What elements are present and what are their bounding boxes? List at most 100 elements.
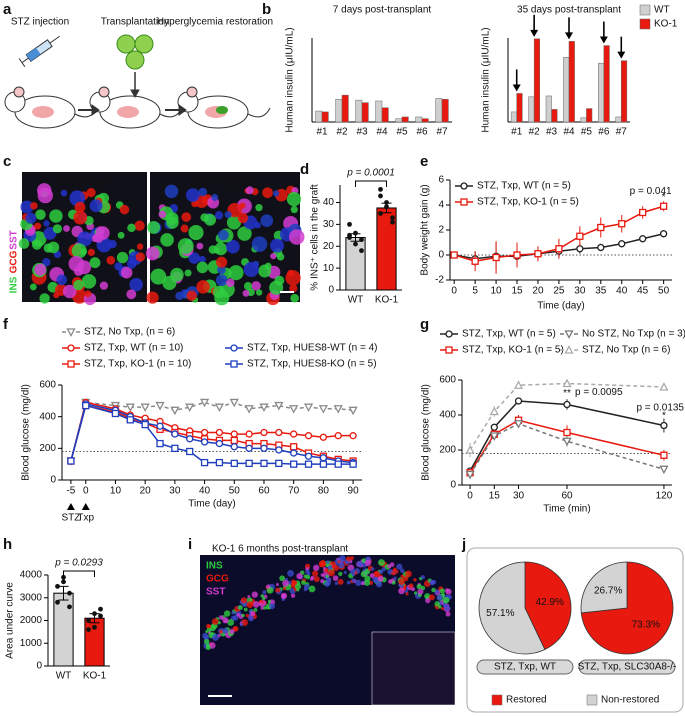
cell	[434, 589, 439, 594]
y-tick-label: 1000	[20, 638, 43, 649]
marker	[513, 380, 524, 389]
cell	[369, 573, 375, 578]
legend-marker	[67, 344, 75, 352]
bar	[415, 116, 423, 123]
cell	[145, 246, 160, 261]
panel-letter: j	[461, 536, 466, 553]
bar	[621, 60, 628, 123]
bar	[355, 99, 363, 123]
y-tick-label: 20	[323, 241, 335, 252]
data-point	[92, 624, 97, 630]
pie-label: STZ, Txp, SLC30A8-/-	[578, 662, 677, 673]
arrow-head	[617, 51, 626, 59]
marker	[290, 430, 298, 438]
marker	[348, 406, 358, 416]
marker	[334, 432, 342, 440]
cell	[413, 578, 417, 582]
arrow-head	[565, 32, 573, 40]
cell	[188, 252, 201, 264]
marker	[245, 459, 253, 468]
marker	[563, 428, 571, 437]
x-tick-label: 20	[140, 486, 152, 497]
cell	[204, 638, 210, 645]
x-tick-label: 90	[348, 486, 360, 497]
mouse-ear	[13, 86, 25, 98]
x-tick-label: 40	[616, 286, 628, 297]
x-tick-label: 0	[83, 486, 89, 497]
marker	[304, 452, 313, 460]
cell	[229, 628, 235, 634]
bar	[435, 98, 443, 123]
legend-label: STZ, Txp, WT (n = 5)	[477, 181, 571, 192]
cell	[68, 255, 85, 272]
marker	[140, 403, 150, 413]
cell	[239, 623, 244, 627]
annotation: p = 0.0095	[575, 387, 623, 398]
x-tick-label: 60	[561, 491, 573, 502]
cell	[212, 285, 226, 299]
graft	[216, 106, 228, 114]
pie-slice	[478, 561, 546, 655]
marker	[259, 403, 269, 413]
cell	[43, 220, 50, 227]
cell	[355, 579, 362, 587]
cell	[311, 570, 319, 577]
slice-label: 42.9%	[535, 597, 563, 608]
marker	[156, 439, 164, 448]
mouse-ear	[98, 86, 110, 98]
data-point	[86, 627, 91, 632]
marker	[290, 449, 298, 457]
bar	[603, 45, 610, 123]
cell	[29, 283, 37, 291]
cell	[251, 281, 261, 291]
cell	[218, 615, 224, 620]
cell	[71, 243, 87, 259]
cell	[222, 627, 229, 634]
cell	[289, 229, 305, 245]
cell	[222, 617, 229, 624]
arrow-head	[530, 29, 539, 37]
marker	[639, 235, 647, 243]
data-point	[61, 574, 66, 580]
marker	[229, 398, 239, 408]
y-tick-label: 4	[438, 200, 444, 211]
cell	[247, 595, 251, 599]
marker	[155, 401, 165, 411]
data-point	[98, 606, 103, 612]
cell	[236, 613, 240, 617]
cell	[439, 588, 445, 594]
cell	[203, 635, 210, 641]
arrow-head	[512, 84, 521, 92]
arrows	[78, 72, 187, 116]
slice-label: 26.7%	[594, 586, 622, 597]
marker	[349, 460, 357, 468]
cell	[320, 573, 325, 577]
cell	[393, 576, 397, 580]
y-tick-label: 40	[323, 197, 335, 208]
cell	[266, 584, 271, 589]
marker	[618, 220, 626, 228]
cell	[231, 611, 235, 615]
marker	[260, 444, 268, 452]
data-point	[92, 611, 97, 617]
data-point	[86, 618, 91, 623]
cell	[228, 265, 244, 281]
data-point	[378, 211, 383, 216]
mouse-ear	[186, 86, 198, 98]
x-tick-label: KO-1	[375, 295, 399, 306]
cell	[89, 199, 103, 213]
legend-swatch	[586, 694, 598, 706]
cell	[255, 289, 263, 296]
legend-label: KO-1	[654, 19, 678, 30]
data-point	[390, 215, 395, 221]
marker	[659, 465, 669, 475]
y-tick-label: 6	[438, 175, 444, 186]
cell	[39, 293, 50, 304]
cell	[443, 596, 450, 604]
cell	[34, 222, 42, 230]
marker	[334, 460, 342, 468]
cell	[214, 211, 224, 220]
legend-label: STZ, Txp, KO-1 (n = 5)	[477, 197, 579, 208]
marker	[260, 428, 268, 437]
cell	[211, 193, 219, 201]
